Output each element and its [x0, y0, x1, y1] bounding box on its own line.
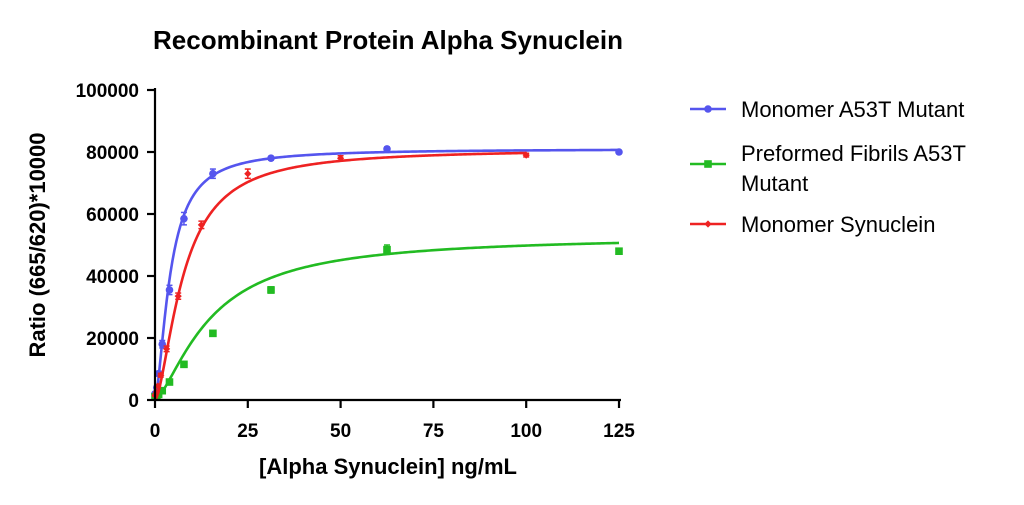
fit-curve	[153, 148, 619, 401]
data-point	[267, 286, 275, 294]
data-point	[337, 154, 345, 162]
data-point	[267, 154, 275, 162]
legend-item: Monomer Synuclein	[690, 212, 935, 237]
y-axis-label: Ratio (665/620)*10000	[25, 132, 50, 357]
plot-area	[151, 145, 623, 402]
y-tick-label: 60000	[86, 205, 139, 226]
data-point	[180, 214, 188, 223]
legend-marker	[704, 160, 712, 168]
data-point	[163, 345, 171, 353]
data-point	[244, 170, 252, 178]
legend-item: Monomer A53T Mutant	[690, 97, 964, 122]
legend-marker	[704, 105, 712, 113]
data-point	[174, 292, 182, 300]
data-point	[615, 247, 623, 255]
legend-item: Preformed Fibrils A53T Mutant	[690, 141, 966, 196]
x-tick-label: 125	[603, 421, 635, 442]
data-point	[197, 221, 205, 229]
data-point	[158, 386, 167, 395]
legend: Monomer A53T Mutant Preformed Fibrils A53…	[690, 97, 966, 237]
series-1	[151, 145, 623, 401]
fit-curve	[154, 241, 620, 402]
data-point	[165, 378, 174, 386]
legend-label: Preformed Fibrils A53T Mutant	[741, 141, 966, 196]
y-tick-label: 100000	[76, 81, 139, 102]
y-tick-label: 80000	[86, 143, 139, 164]
y-tick-label: 40000	[86, 267, 139, 288]
data-point	[165, 286, 174, 294]
y-tick-label: 20000	[86, 329, 139, 350]
data-point	[209, 329, 217, 338]
legend-label: Monomer A53T Mutant	[741, 97, 964, 122]
x-axis-label: [Alpha Synuclein] ng/mL	[259, 454, 517, 479]
x-tick-label: 75	[423, 421, 445, 442]
x-tick-label: 100	[510, 421, 542, 442]
data-point	[157, 371, 165, 379]
data-point	[158, 340, 167, 349]
legend-marker	[704, 220, 712, 228]
data-point	[383, 145, 391, 153]
series-3	[151, 151, 530, 401]
chart-title: Recombinant Protein Alpha Synuclein	[153, 25, 623, 55]
data-point	[615, 148, 623, 156]
y-tick-label: 0	[128, 391, 139, 412]
x-tick-label: 50	[330, 421, 351, 442]
data-point	[522, 151, 530, 159]
fit-curve	[153, 151, 527, 401]
data-point	[383, 245, 391, 254]
x-tick-label: 0	[150, 421, 161, 442]
y-axis-ticks: 0 20000 40000 60000 80000 100000	[76, 81, 155, 412]
legend-label: Monomer Synuclein	[741, 212, 935, 237]
series-2	[151, 241, 623, 402]
x-tick-label: 25	[237, 421, 259, 442]
data-point	[209, 169, 217, 178]
data-point	[180, 360, 188, 369]
x-axis-ticks: 0 25 50 75 100 125	[150, 400, 635, 442]
